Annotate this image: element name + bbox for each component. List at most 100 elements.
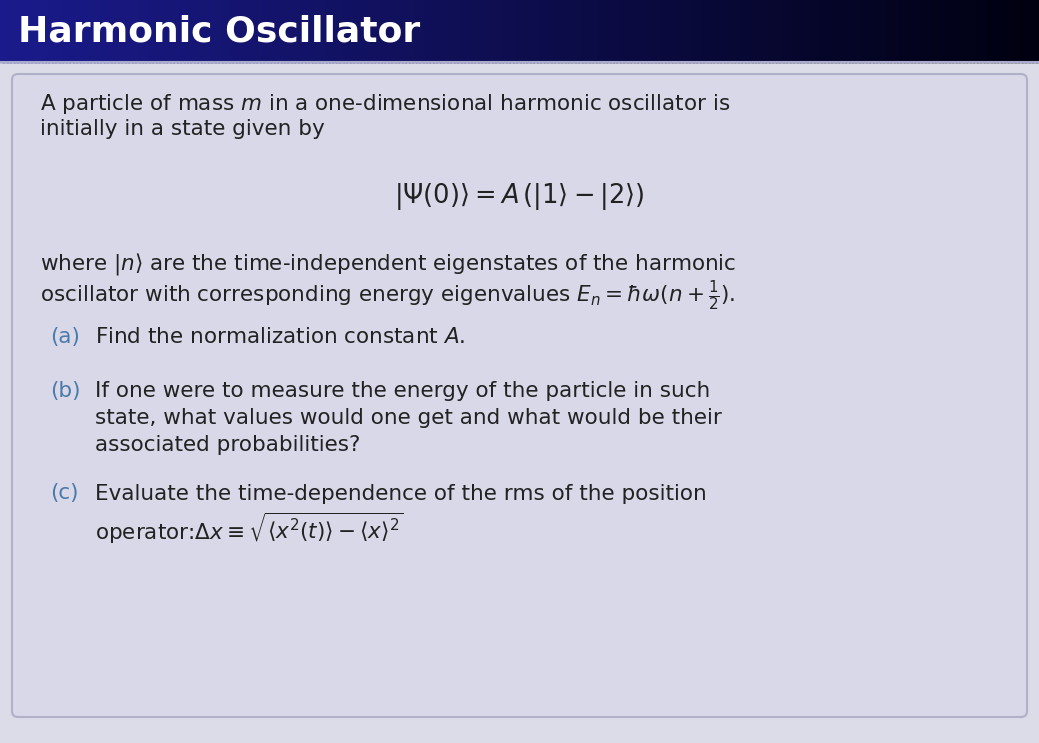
Bar (710, 0, 715, 62)
Bar (582, 0, 586, 62)
Bar (606, 0, 611, 62)
Bar (249, 0, 254, 62)
Bar (689, 0, 694, 62)
Text: where $|n\rangle$ are the time-independent eigenstates of the harmonic: where $|n\rangle$ are the time-independe… (39, 251, 737, 277)
Bar (949, 0, 954, 62)
Bar (419, 0, 424, 62)
Bar (395, 0, 399, 62)
Bar (444, 0, 448, 62)
Bar (627, 0, 632, 62)
Bar (325, 0, 330, 62)
Bar (790, 0, 794, 62)
Bar (845, 0, 850, 62)
Bar (367, 0, 372, 62)
Bar (49, 0, 53, 62)
Bar (138, 0, 143, 62)
Bar (870, 0, 874, 62)
Bar (208, 0, 212, 62)
Bar (953, 0, 957, 62)
Bar (281, 0, 285, 62)
Bar (42, 0, 46, 62)
Bar (371, 0, 375, 62)
Bar (769, 0, 773, 62)
Bar (644, 0, 648, 62)
Bar (439, 0, 445, 62)
Bar (135, 0, 139, 62)
Bar (149, 0, 154, 62)
Bar (537, 0, 541, 62)
Bar (86, 0, 91, 62)
Bar (485, 0, 489, 62)
Bar (478, 0, 482, 62)
Text: $|\Psi(0)\rangle = A\,(|1\rangle - |2\rangle)$: $|\Psi(0)\rangle = A\,(|1\rangle - |2\ra… (394, 181, 644, 212)
Bar (969, 0, 975, 62)
Bar (174, 0, 178, 62)
Bar (288, 0, 292, 62)
Bar (828, 0, 832, 62)
Bar (911, 0, 915, 62)
Bar (610, 0, 614, 62)
Bar (436, 0, 441, 62)
Bar (45, 0, 50, 62)
Bar (720, 0, 725, 62)
Bar (883, 0, 887, 62)
Bar (94, 0, 98, 62)
Text: (b): (b) (50, 381, 80, 401)
Bar (1011, 0, 1016, 62)
Bar (994, 0, 998, 62)
Bar (312, 0, 316, 62)
Bar (727, 0, 731, 62)
Bar (225, 0, 230, 62)
Bar (80, 0, 84, 62)
Text: A particle of mass $m$ in a one-dimensional harmonic oscillator is: A particle of mass $m$ in a one-dimensio… (39, 92, 730, 116)
Bar (595, 0, 601, 62)
Bar (928, 0, 933, 62)
Bar (481, 0, 486, 62)
Bar (229, 0, 233, 62)
Bar (831, 0, 835, 62)
Bar (83, 0, 87, 62)
Bar (384, 0, 389, 62)
Bar (340, 0, 344, 62)
Bar (76, 0, 81, 62)
FancyBboxPatch shape (12, 74, 1027, 717)
Bar (3, 0, 8, 62)
Bar (647, 0, 652, 62)
Bar (755, 0, 760, 62)
Bar (980, 0, 985, 62)
Bar (28, 0, 32, 62)
Bar (834, 0, 840, 62)
Bar (735, 0, 739, 62)
Bar (935, 0, 939, 62)
Bar (751, 0, 756, 62)
Bar (886, 0, 891, 62)
Bar (520, 0, 524, 62)
Bar (496, 0, 500, 62)
Bar (675, 0, 680, 62)
Bar (21, 0, 25, 62)
Bar (651, 0, 656, 62)
Bar (122, 0, 126, 62)
Bar (388, 0, 393, 62)
Bar (34, 0, 39, 62)
Bar (7, 0, 11, 62)
Text: Find the normalization constant $A$.: Find the normalization constant $A$. (95, 327, 465, 347)
Bar (558, 0, 562, 62)
Bar (1015, 0, 1019, 62)
Bar (880, 0, 884, 62)
Bar (703, 0, 708, 62)
Bar (277, 0, 282, 62)
Bar (782, 0, 788, 62)
Bar (405, 0, 409, 62)
Bar (963, 0, 967, 62)
Bar (634, 0, 638, 62)
Bar (471, 0, 476, 62)
Bar (623, 0, 628, 62)
Bar (159, 0, 164, 62)
Bar (0, 0, 4, 62)
Bar (239, 0, 243, 62)
Bar (65, 0, 71, 62)
Bar (554, 0, 559, 62)
Bar (600, 0, 604, 62)
Bar (655, 0, 659, 62)
